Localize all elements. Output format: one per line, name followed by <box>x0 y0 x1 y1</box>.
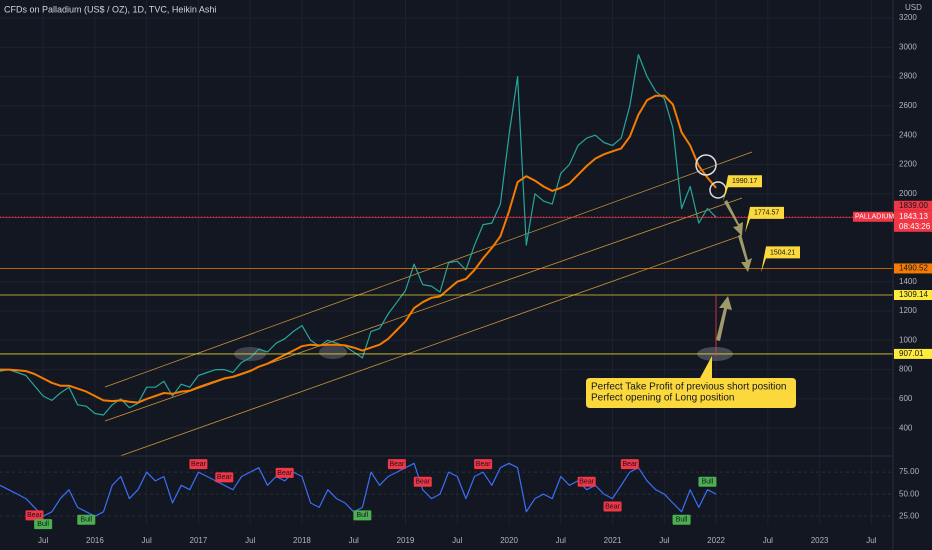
signal-box <box>672 514 691 525</box>
signal-box <box>577 476 596 487</box>
level-label-box <box>894 290 932 301</box>
level-label: 1490.52 <box>899 264 928 273</box>
x-tick-label: 2018 <box>293 536 311 545</box>
signal-label: Bull <box>676 517 688 524</box>
signal-label: Bear <box>415 479 430 486</box>
signal-label: Bear <box>389 461 404 468</box>
y-tick-label: 1200 <box>899 306 917 315</box>
chart-title: CFDs on Palladium (US$ / OZ), 1D, TVC, H… <box>4 4 216 14</box>
level-label: 907.01 <box>899 349 924 358</box>
x-tick-label: 2017 <box>190 536 208 545</box>
highlight-circle <box>695 154 717 176</box>
y-tick-label: 2800 <box>899 72 917 81</box>
y-tick-label: 2400 <box>899 130 917 139</box>
callout-label: 1774.57 <box>754 210 779 217</box>
x-tick-label: 2020 <box>500 536 518 545</box>
signal-box <box>620 459 639 470</box>
channel-line <box>119 235 741 457</box>
x-tick-label: 2016 <box>86 536 104 545</box>
arrow <box>724 200 743 236</box>
y-tick-label: 3200 <box>899 13 917 22</box>
x-tick-label: Jul <box>763 536 773 545</box>
y-tick-label: 2200 <box>899 160 917 169</box>
signal-label: Bull <box>80 517 92 524</box>
callout-box <box>723 175 762 202</box>
marks <box>0 54 893 517</box>
annotation-text: Perfect Take Profit of previous short po… <box>591 382 786 393</box>
y-tick-label: 2000 <box>899 189 917 198</box>
x-tick-label: 2021 <box>604 536 622 545</box>
signal-label: Bear <box>622 461 637 468</box>
signal-box <box>34 519 53 530</box>
annotation-text: Perfect opening of Long position <box>591 393 734 404</box>
last-price-name-box <box>853 211 893 222</box>
x-tick-label: Jul <box>659 536 669 545</box>
y-tick-label: 1400 <box>899 277 917 286</box>
signal-box <box>275 467 294 478</box>
signal-label: Bear <box>27 512 42 519</box>
signal-label: Bear <box>277 470 292 477</box>
y-tick-label: 50.00 <box>899 489 920 498</box>
signal-box <box>353 510 372 521</box>
arrow <box>716 296 732 341</box>
last-price-value: 1843.13 <box>899 212 928 221</box>
signal-box <box>603 501 622 512</box>
last-price-countdown: 08:43:26 <box>899 222 931 231</box>
callout-box <box>745 206 784 233</box>
signal-box <box>215 472 234 483</box>
level-label-box <box>894 200 932 211</box>
signal-box <box>474 459 493 470</box>
callout-label: 1504.21 <box>770 249 795 256</box>
y-tick-label: 3000 <box>899 42 917 51</box>
y-tick-label: 2600 <box>899 101 917 110</box>
last-price-box <box>894 210 932 232</box>
highlight-ellipse <box>319 345 347 359</box>
arrow <box>738 234 752 272</box>
signal-label: Bear <box>217 474 232 481</box>
x-tick-label: Jul <box>38 536 48 545</box>
x-tick-label: Jul <box>349 536 359 545</box>
series-line <box>0 462 717 517</box>
x-tick-label: Jul <box>866 536 876 545</box>
y-tick-label: 25.00 <box>899 511 920 520</box>
signal-box <box>698 476 717 487</box>
channel-line <box>104 151 753 388</box>
signal-label: Bear <box>191 461 206 468</box>
last-price-name: PALLADIUM <box>855 214 894 221</box>
signal-box <box>387 459 406 470</box>
callout-label: 1990.17 <box>732 178 757 185</box>
level-label: 1309.14 <box>899 290 928 299</box>
callout-box <box>761 246 800 273</box>
y-axis-label: USD <box>905 3 922 12</box>
y-tick-label: 1000 <box>899 335 917 344</box>
signal-label: Bear <box>605 503 620 510</box>
y-tick-label: 400 <box>899 423 913 432</box>
y-tick-label: 75.00 <box>899 467 920 476</box>
signal-label: Bear <box>579 479 594 486</box>
y-tick-label: 800 <box>899 365 913 374</box>
signal-label: Bull <box>357 512 369 519</box>
signal-label: Bear <box>476 461 491 468</box>
x-tick-label: Jul <box>452 536 462 545</box>
level-label-box <box>894 348 932 359</box>
signal-box <box>25 510 44 521</box>
level-label-box <box>894 263 932 274</box>
annotation-box <box>586 356 796 408</box>
x-tick-label: Jul <box>245 536 255 545</box>
level-label: 1839.00 <box>899 201 928 210</box>
y-tick-label: 600 <box>899 394 913 403</box>
signal-label: Bull <box>702 479 714 486</box>
x-tick-label: 2022 <box>707 536 725 545</box>
x-tick-label: Jul <box>556 536 566 545</box>
signal-label: Bull <box>37 521 49 528</box>
x-tick-label: 2019 <box>397 536 415 545</box>
signal-box <box>189 459 208 470</box>
x-tick-label: Jul <box>142 536 152 545</box>
signal-box <box>413 476 432 487</box>
series-line <box>0 94 717 404</box>
x-tick-label: 2023 <box>811 536 829 545</box>
signal-box <box>77 514 96 525</box>
